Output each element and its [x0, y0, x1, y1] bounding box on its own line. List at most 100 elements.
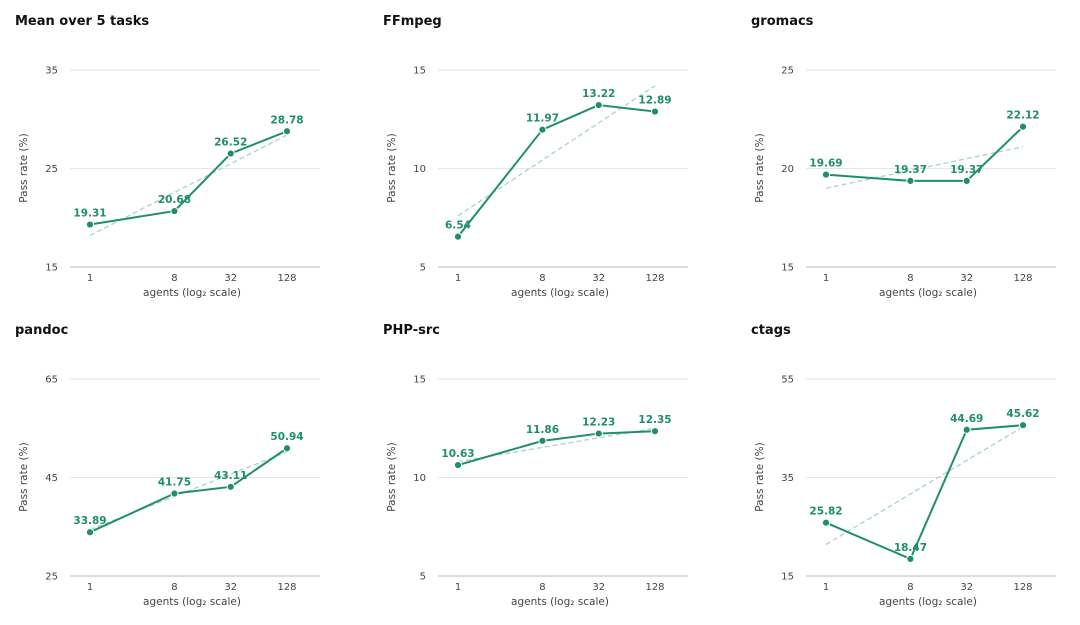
chart-panel: ctags 15 35 55 1 8 32 128 agents (log₂ scale) Pas…	[736, 309, 1080, 621]
data-point	[226, 482, 235, 491]
chart-svg: 15 35 55 1 8 32 128 agents (log₂ scale) Pass rat…	[754, 375, 1056, 608]
y-tick-label: 45	[45, 473, 58, 484]
data-point	[170, 206, 179, 216]
x-tick-label: 32	[592, 582, 605, 593]
x-tick-label: 8	[907, 582, 913, 593]
data-point	[1018, 122, 1028, 131]
y-tick-label: 10	[413, 473, 426, 484]
data-label: 12.35	[638, 414, 671, 426]
x-tick-label: 8	[171, 582, 177, 593]
chart-svg: 15 25 35 1 8 32 128 agents (log₂ scale) Pass rat…	[18, 66, 320, 299]
series-line	[89, 130, 288, 226]
data-point	[962, 425, 971, 434]
data-label: 41.75	[158, 477, 191, 489]
data-label: 18.47	[894, 542, 927, 554]
x-tick-label: 8	[539, 273, 545, 284]
chart-svg: 25 45 65 1 8 32 128 agents (log₂ scale) Pass rat…	[18, 375, 320, 608]
y-tick-label: 35	[781, 473, 794, 484]
data-label: 43.11	[214, 470, 247, 482]
chart-panel: gromacs 15 20 25 1 8 32 128 agents (log₂ scale) P…	[736, 0, 1080, 312]
x-tick-label: 128	[645, 582, 664, 593]
data-label: 25.82	[809, 506, 842, 518]
x-tick-label: 1	[87, 582, 93, 593]
x-axis-label: agents (log₂ scale)	[879, 287, 977, 299]
chart-title: pandoc	[15, 323, 69, 338]
data-point	[594, 429, 603, 438]
y-tick-label: 15	[413, 375, 426, 386]
x-tick-label: 1	[455, 582, 461, 593]
chart-title: Mean over 5 tasks	[15, 14, 150, 29]
y-axis-label: Pass rate (%)	[754, 442, 766, 511]
data-label: 45.62	[1006, 408, 1039, 420]
data-point	[906, 554, 915, 564]
data-label: 28.78	[270, 114, 303, 126]
x-tick-label: 8	[907, 273, 913, 284]
data-point	[85, 220, 95, 229]
data-label: 19.37	[950, 164, 983, 176]
x-tick-label: 32	[960, 273, 973, 284]
x-tick-label: 32	[224, 582, 237, 593]
data-point	[538, 436, 547, 445]
data-point	[1018, 421, 1028, 430]
series-line	[825, 126, 1024, 182]
x-tick-label: 128	[1013, 273, 1032, 284]
y-tick-label: 15	[413, 66, 426, 77]
y-tick-label: 25	[45, 572, 58, 583]
y-axis-label: Pass rate (%)	[18, 442, 30, 511]
chart-title: gromacs	[751, 14, 814, 29]
data-point	[962, 176, 971, 186]
x-tick-label: 1	[455, 273, 461, 284]
data-point	[821, 518, 831, 527]
y-tick-label: 25	[45, 164, 58, 175]
data-label: 10.63	[441, 448, 474, 460]
data-label: 33.89	[73, 515, 106, 527]
y-tick-label: 5	[420, 263, 426, 274]
data-point	[282, 127, 292, 136]
data-label: 20.68	[158, 194, 191, 206]
y-tick-label: 15	[781, 263, 794, 274]
y-axis-label: Pass rate (%)	[18, 133, 30, 202]
data-label: 6.54	[445, 220, 471, 232]
data-label: 19.31	[73, 208, 106, 220]
x-axis-label: agents (log₂ scale)	[511, 287, 609, 299]
data-point	[906, 176, 915, 186]
x-tick-label: 32	[592, 273, 605, 284]
y-tick-label: 35	[45, 66, 58, 77]
x-tick-label: 8	[539, 582, 545, 593]
data-label: 50.94	[270, 431, 303, 443]
x-tick-label: 128	[645, 273, 664, 284]
data-point	[226, 149, 235, 158]
y-tick-label: 65	[45, 375, 58, 386]
data-point	[650, 427, 660, 436]
series-line	[457, 104, 656, 238]
y-tick-label: 15	[781, 572, 794, 583]
x-tick-label: 128	[1013, 582, 1032, 593]
chart-title: ctags	[751, 323, 791, 338]
data-point	[538, 125, 547, 134]
series-line	[89, 447, 288, 534]
y-axis-label: Pass rate (%)	[386, 133, 398, 202]
trend-line	[457, 85, 656, 217]
chart-panel: FFmpeg 5 10 15 1 8 32 128 agents (log₂ scale) Pas…	[368, 0, 728, 312]
trend-line	[825, 426, 1024, 546]
x-axis-label: agents (log₂ scale)	[511, 596, 609, 608]
y-tick-label: 55	[781, 375, 794, 386]
x-tick-label: 128	[277, 273, 296, 284]
chart-panel: pandoc 25 45 65 1 8 32 128 agents (log₂ scale) Pa…	[0, 309, 360, 621]
x-tick-label: 8	[171, 273, 177, 284]
x-tick-label: 1	[823, 582, 829, 593]
data-label: 11.97	[526, 113, 559, 125]
data-point	[170, 489, 179, 498]
x-axis-label: agents (log₂ scale)	[143, 596, 241, 608]
data-point	[282, 444, 292, 453]
series-line	[825, 424, 1024, 560]
trend-line	[825, 146, 1024, 189]
data-label: 11.86	[526, 424, 559, 436]
chart-title: FFmpeg	[383, 14, 442, 29]
data-point	[453, 232, 463, 241]
chart-title: PHP-src	[383, 323, 440, 338]
y-tick-label: 25	[781, 66, 794, 77]
data-label: 12.23	[582, 417, 615, 429]
data-point	[650, 107, 660, 116]
data-label: 44.69	[950, 413, 983, 425]
